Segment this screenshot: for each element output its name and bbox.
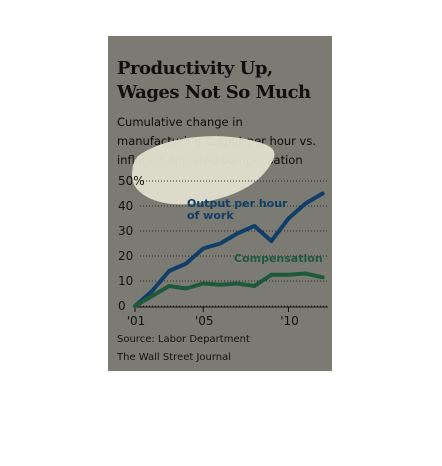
output-series-label: Output per hour of work <box>187 197 288 222</box>
x-tick-label: '10 <box>280 314 299 328</box>
x-axis: '01 '05 '10 <box>127 306 328 328</box>
y-tick-label: 0 <box>118 299 126 313</box>
compensation-series-label: Compensation <box>234 252 323 265</box>
y-axis-ticks: 0 10 20 30 40 50% <box>118 174 145 313</box>
y-tick-label: 50% <box>118 174 145 188</box>
series-labels: Output per hour of work Compensation <box>187 197 323 265</box>
x-tick-label: '01 <box>127 314 146 328</box>
title-line-2: Wages Not So Much <box>117 82 311 103</box>
chart-card: Productivity Up, Wages Not So Much Cumul… <box>108 36 332 371</box>
output-per-hour-line <box>133 191 325 308</box>
compensation-line <box>133 271 325 308</box>
title-line-1: Productivity Up, <box>117 58 273 79</box>
credit-line: The Wall Street Journal <box>117 352 232 363</box>
gridlines <box>140 180 328 307</box>
y-tick-label: 30 <box>118 224 133 238</box>
x-tick-label: '05 <box>195 314 214 328</box>
line-chart: 0 10 20 30 40 50% '01 '05 '10 Output per hour of… <box>118 136 328 328</box>
y-tick-label: 40 <box>118 199 133 213</box>
source-note: Source: Labor Department <box>117 334 250 345</box>
series-lines <box>133 191 325 308</box>
highlight-blob <box>132 136 275 205</box>
y-tick-label: 20 <box>118 249 133 263</box>
subtitle-line-1: Cumulative change in <box>117 115 243 129</box>
chart-title: Productivity Up, Wages Not So Much <box>117 57 329 105</box>
y-tick-label: 10 <box>118 274 133 288</box>
